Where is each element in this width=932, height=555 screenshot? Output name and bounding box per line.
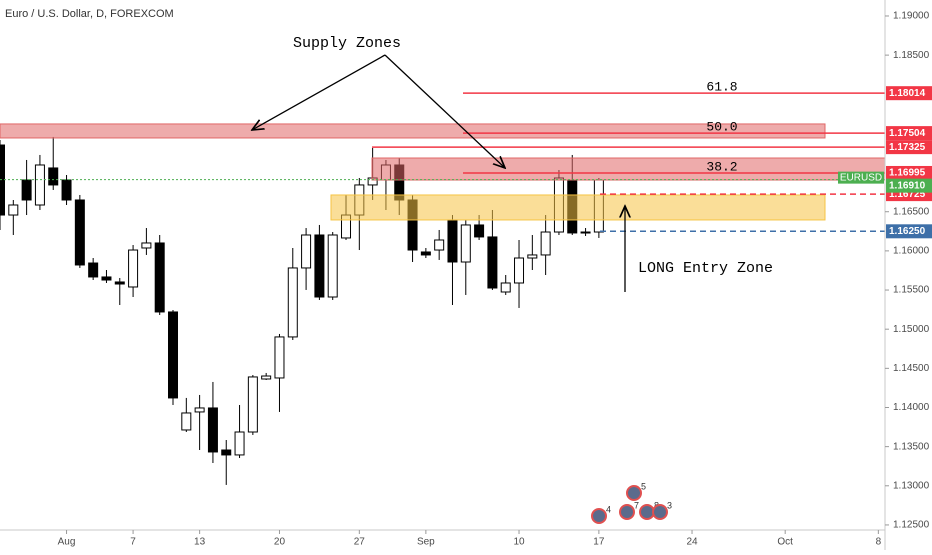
y-tick-label: 1.14500 [893, 363, 930, 374]
event-count: 3 [667, 500, 672, 510]
candle-body [527, 254, 538, 259]
candle-body [8, 204, 19, 216]
y-tick-label: 1.19000 [893, 11, 930, 22]
price-label-box [886, 140, 932, 155]
event-count: 4 [606, 504, 611, 514]
candle-body [287, 267, 298, 338]
annotation: LONG Entry Zone [638, 260, 773, 277]
candle-body [88, 262, 99, 278]
x-tick-label: Aug [58, 537, 76, 548]
x-tick-label: 13 [194, 537, 206, 548]
y-tick-label: 1.14000 [893, 402, 930, 413]
candle-body [301, 234, 312, 269]
price-label-box [886, 178, 932, 193]
price-label: 1.16250 [889, 226, 926, 237]
candle-body [514, 257, 525, 284]
price-label: 1.17325 [889, 142, 926, 153]
price-label: 1.18014 [889, 88, 926, 99]
candle-body [500, 282, 511, 293]
x-tick-label: 20 [274, 537, 286, 548]
candle-body [327, 234, 338, 298]
candle-body [34, 164, 45, 206]
candle-body [460, 224, 471, 263]
x-tick-label: Oct [777, 537, 793, 548]
symbol-label: EURUSD [840, 172, 882, 183]
candle-body [207, 407, 218, 453]
candle-body [580, 231, 591, 234]
candle-body [274, 336, 285, 379]
zone [371, 157, 885, 181]
price-label: 1.17504 [889, 128, 926, 139]
event-icon [652, 504, 668, 520]
candle-body [141, 242, 152, 249]
x-tick-label: 7 [130, 537, 136, 548]
candle-body [487, 236, 498, 289]
x-tick-label: 10 [513, 537, 525, 548]
y-tick-label: 1.13500 [893, 441, 930, 452]
event-count: 7 [634, 500, 639, 510]
y-tick-label: 1.18500 [893, 50, 930, 61]
y-tick-label: 1.16000 [893, 246, 930, 257]
candle-body [74, 199, 85, 266]
candle-body [540, 231, 551, 256]
event-icon [619, 504, 635, 520]
y-tick-label: 1.12500 [893, 520, 930, 531]
candle-body [48, 167, 59, 186]
event-icon [591, 508, 607, 524]
x-tick-label: 8 [876, 537, 882, 548]
x-tick-label: 27 [354, 537, 366, 548]
candle-body [181, 412, 192, 431]
candle-body [114, 281, 125, 285]
y-tick-label: 1.16500 [893, 206, 930, 217]
price-label-box [886, 86, 932, 101]
price-label-box [886, 224, 932, 239]
candle-body [474, 224, 485, 238]
candle-body [101, 276, 112, 281]
event-icon [639, 504, 655, 520]
x-tick-label: 24 [686, 537, 698, 548]
candle-body [21, 179, 32, 201]
y-tick-label: 1.13000 [893, 480, 930, 491]
symbol-label-box [838, 171, 884, 184]
x-tick-label: 17 [593, 537, 605, 548]
price-label-box [886, 126, 932, 141]
fib-label: 38.2 [706, 159, 737, 174]
event-icon [626, 485, 642, 501]
candle-body [247, 376, 258, 433]
event-count: 5 [641, 481, 646, 491]
price-label: 1.16910 [889, 180, 926, 191]
candle-body [221, 449, 232, 456]
zone [0, 123, 826, 139]
candle-body [154, 242, 165, 313]
candle-body [261, 375, 272, 380]
zone [330, 194, 826, 221]
price-label: 1.16995 [889, 168, 926, 179]
candle-body [420, 251, 431, 256]
price-label-box [886, 165, 932, 180]
candle-body [314, 234, 325, 298]
candle-body [194, 407, 205, 413]
annotation: Supply Zones [293, 35, 401, 52]
fib-label: 50.0 [706, 120, 737, 135]
candle-body [168, 311, 179, 399]
y-tick-label: 1.15500 [893, 285, 930, 296]
arrow [252, 54, 386, 130]
candle-body [234, 431, 245, 456]
price-label: 1.16725 [889, 189, 926, 200]
candle-body [61, 179, 72, 201]
y-tick-label: 1.15000 [893, 324, 930, 335]
candle-body [128, 249, 139, 288]
candle-body [447, 219, 458, 263]
x-tick-label: Sep [417, 537, 435, 548]
candle-body [434, 239, 445, 251]
fib-label: 61.8 [706, 80, 737, 95]
chart-title: Euro / U.S. Dollar, D, FOREXCOM [5, 8, 174, 20]
arrow [384, 54, 505, 168]
